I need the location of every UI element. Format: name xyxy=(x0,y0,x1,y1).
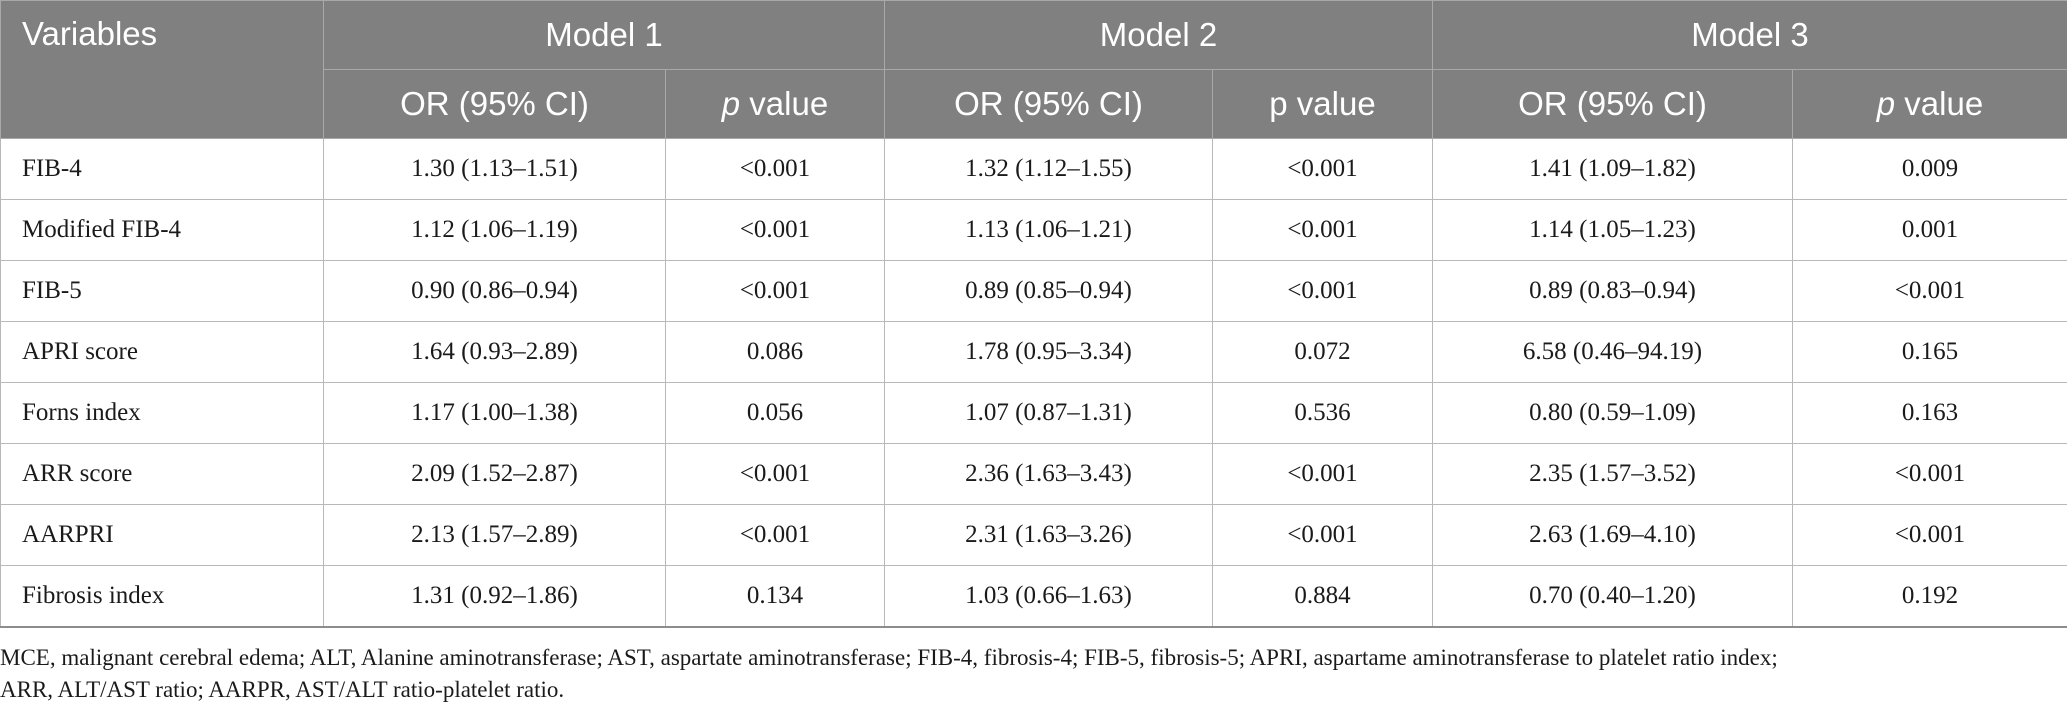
or-cell: 2.63 (1.69–4.10) xyxy=(1432,504,1793,566)
p-cell: <0.001 xyxy=(1212,199,1433,261)
or-cell: 1.64 (0.93–2.89) xyxy=(323,321,666,383)
or-cell: 1.12 (1.06–1.19) xyxy=(323,199,666,261)
model-1-header: Model 1 xyxy=(323,0,885,70)
table-row: ARR score 2.09 (1.52–2.87) <0.001 2.36 (… xyxy=(0,443,2067,505)
p-cell: 0.086 xyxy=(665,321,885,383)
p-cell: <0.001 xyxy=(1212,443,1433,505)
p-cell: <0.001 xyxy=(1792,443,2067,505)
model-2-p-header: p value xyxy=(1212,69,1433,139)
table-row: FIB-5 0.90 (0.86–0.94) <0.001 0.89 (0.85… xyxy=(0,260,2067,322)
variable-cell: APRI score xyxy=(0,321,324,383)
p-cell: 0.009 xyxy=(1792,138,2067,200)
p-cell: 0.134 xyxy=(665,565,885,628)
variable-cell: AARPRI xyxy=(0,504,324,566)
footnote-line-2: ARR, ALT/AST ratio; AARPR, AST/ALT ratio… xyxy=(0,677,565,702)
variable-cell: ARR score xyxy=(0,443,324,505)
table-row: Forns index 1.17 (1.00–1.38) 0.056 1.07 … xyxy=(0,382,2067,444)
model-3-p-header: p value xyxy=(1792,69,2067,139)
variable-cell: Fibrosis index xyxy=(0,565,324,628)
or-cell: 1.17 (1.00–1.38) xyxy=(323,382,666,444)
p-cell: <0.001 xyxy=(1792,504,2067,566)
p-cell: <0.001 xyxy=(665,138,885,200)
model-3-header: Model 3 xyxy=(1432,0,2067,70)
or-cell: 1.30 (1.13–1.51) xyxy=(323,138,666,200)
p-cell: <0.001 xyxy=(665,260,885,322)
or-cell: 0.89 (0.85–0.94) xyxy=(884,260,1213,322)
p-cell: 0.001 xyxy=(1792,199,2067,261)
or-cell: 2.36 (1.63–3.43) xyxy=(884,443,1213,505)
or-cell: 2.13 (1.57–2.89) xyxy=(323,504,666,566)
p-letter: p xyxy=(721,85,741,122)
odds-ratio-table: Variables Model 1 Model 2 Model 3 OR (95… xyxy=(0,0,2067,628)
model-1-p-header: p value xyxy=(665,69,885,139)
results-table-container: Variables Model 1 Model 2 Model 3 OR (95… xyxy=(0,0,2067,628)
or-cell: 1.41 (1.09–1.82) xyxy=(1432,138,1793,200)
p-cell: 0.165 xyxy=(1792,321,2067,383)
variables-header: Variables xyxy=(0,0,324,139)
p-cell: <0.001 xyxy=(665,443,885,505)
p-cell: <0.001 xyxy=(1212,138,1433,200)
p-cell: 0.072 xyxy=(1212,321,1433,383)
p-cell: <0.001 xyxy=(1212,260,1433,322)
or-cell: 1.03 (0.66–1.63) xyxy=(884,565,1213,628)
or-cell: 1.31 (0.92–1.86) xyxy=(323,565,666,628)
or-cell: 0.89 (0.83–0.94) xyxy=(1432,260,1793,322)
footnote-line-1: MCE, malignant cerebral edema; ALT, Alan… xyxy=(0,645,1778,670)
p-cell: <0.001 xyxy=(1792,260,2067,322)
or-cell: 1.78 (0.95–3.34) xyxy=(884,321,1213,383)
variable-cell: Modified FIB-4 xyxy=(0,199,324,261)
p-cell: <0.001 xyxy=(665,504,885,566)
p-cell: 0.192 xyxy=(1792,565,2067,628)
p-rest: value xyxy=(1895,85,1984,122)
model-2-or-header: OR (95% CI) xyxy=(884,69,1213,139)
table-row: APRI score 1.64 (0.93–2.89) 0.086 1.78 (… xyxy=(0,321,2067,383)
or-cell: 0.80 (0.59–1.09) xyxy=(1432,382,1793,444)
table-footnote: MCE, malignant cerebral edema; ALT, Alan… xyxy=(0,642,2067,706)
p-cell: <0.001 xyxy=(665,199,885,261)
model-1-or-header: OR (95% CI) xyxy=(323,69,666,139)
variable-cell: Forns index xyxy=(0,382,324,444)
table-header: Variables Model 1 Model 2 Model 3 OR (95… xyxy=(0,0,2067,139)
p-cell: 0.884 xyxy=(1212,565,1433,628)
variable-cell: FIB-5 xyxy=(0,260,324,322)
table-row: Fibrosis index 1.31 (0.92–1.86) 0.134 1.… xyxy=(0,565,2067,628)
table-row: AARPRI 2.13 (1.57–2.89) <0.001 2.31 (1.6… xyxy=(0,504,2067,566)
model-2-header: Model 2 xyxy=(884,0,1433,70)
variable-cell: FIB-4 xyxy=(0,138,324,200)
or-cell: 0.70 (0.40–1.20) xyxy=(1432,565,1793,628)
or-cell: 0.90 (0.86–0.94) xyxy=(323,260,666,322)
p-letter: p xyxy=(1876,85,1896,122)
table-row: Modified FIB-4 1.12 (1.06–1.19) <0.001 1… xyxy=(0,199,2067,261)
p-cell: <0.001 xyxy=(1212,504,1433,566)
or-cell: 2.31 (1.63–3.26) xyxy=(884,504,1213,566)
or-cell: 1.13 (1.06–1.21) xyxy=(884,199,1213,261)
or-cell: 1.07 (0.87–1.31) xyxy=(884,382,1213,444)
or-cell: 1.14 (1.05–1.23) xyxy=(1432,199,1793,261)
or-cell: 6.58 (0.46–94.19) xyxy=(1432,321,1793,383)
p-cell: 0.056 xyxy=(665,382,885,444)
p-rest: value xyxy=(740,85,829,122)
model-3-or-header: OR (95% CI) xyxy=(1432,69,1793,139)
table-body: FIB-4 1.30 (1.13–1.51) <0.001 1.32 (1.12… xyxy=(0,138,2067,628)
or-cell: 2.09 (1.52–2.87) xyxy=(323,443,666,505)
p-cell: 0.536 xyxy=(1212,382,1433,444)
or-cell: 2.35 (1.57–3.52) xyxy=(1432,443,1793,505)
or-cell: 1.32 (1.12–1.55) xyxy=(884,138,1213,200)
p-cell: 0.163 xyxy=(1792,382,2067,444)
table-row: FIB-4 1.30 (1.13–1.51) <0.001 1.32 (1.12… xyxy=(0,138,2067,200)
